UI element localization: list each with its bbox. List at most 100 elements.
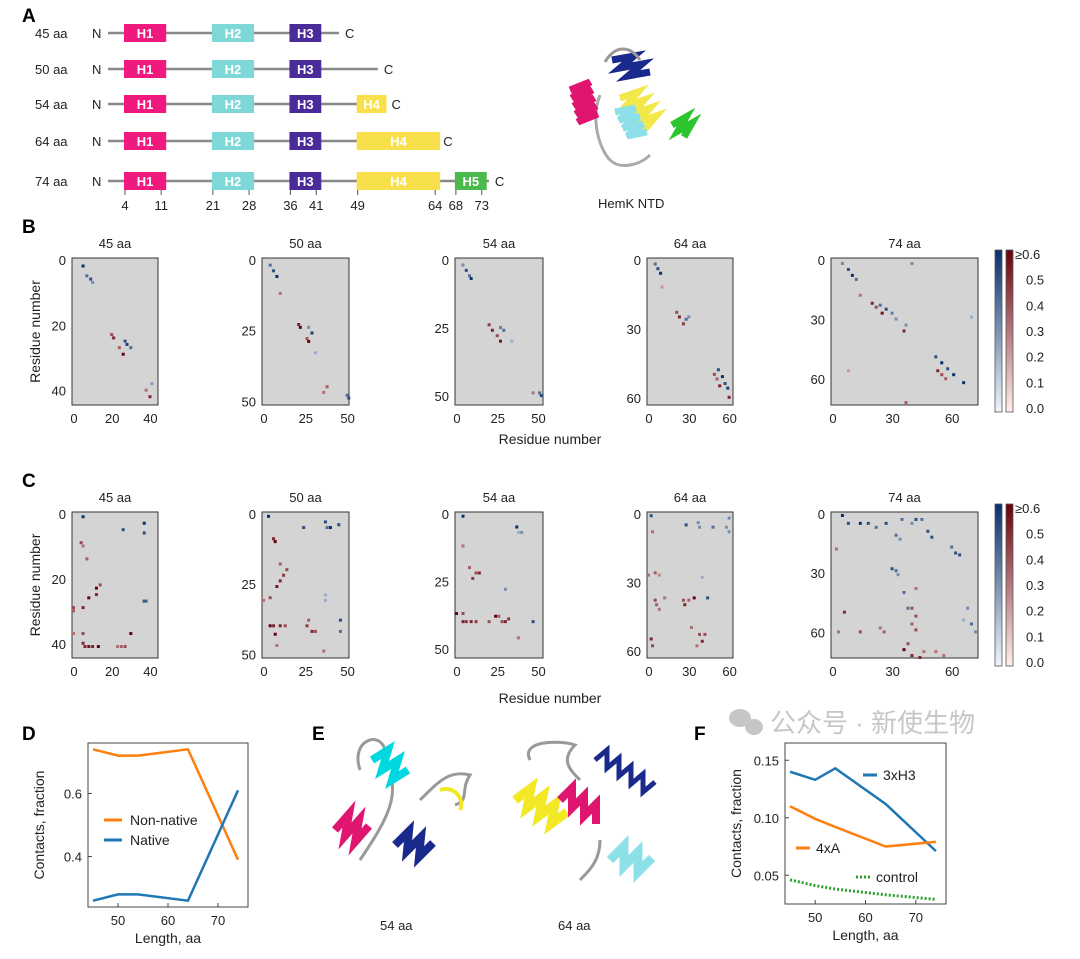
native-contact <box>926 529 930 533</box>
native-contact <box>970 622 974 626</box>
nonnative-contact <box>651 644 655 648</box>
y-tick-label: 40 <box>52 637 66 652</box>
nonnative-contact <box>698 632 702 636</box>
helix-h5-icon <box>668 107 702 141</box>
c-terminus-label: C <box>495 174 504 189</box>
nonnative-contact <box>858 293 862 297</box>
y-tick-label: 25 <box>435 575 449 590</box>
construct-label: 50 aa <box>35 62 68 77</box>
structure-label-64aa: 64 aa <box>558 918 591 933</box>
helix-label: H4 <box>363 97 380 112</box>
y-tick-label: 50 <box>435 642 449 657</box>
x-tick-label: 50 <box>111 913 125 928</box>
colorbar-native <box>994 249 1003 413</box>
nonnative-contact <box>87 596 91 600</box>
nonnative-contact <box>144 388 148 392</box>
y-tick-label: 60 <box>811 625 825 640</box>
helix-box-h5 <box>454 172 487 190</box>
native-contact <box>900 517 904 521</box>
y-tick-label: 50 <box>435 389 449 404</box>
contact-map-64aa: 64 aa 0 0 30 30 60 60 <box>627 236 737 426</box>
native-contact <box>846 521 850 525</box>
nonnative-contact <box>272 537 276 541</box>
n-terminus-label: N <box>92 97 101 112</box>
nonnative-contact <box>700 639 704 643</box>
native-contact <box>698 525 702 529</box>
map-background <box>71 511 159 659</box>
nonnative-contact <box>94 593 98 597</box>
nonnative-contact <box>81 606 85 610</box>
nonnative-contact <box>663 596 667 600</box>
nonnative-contact <box>497 614 501 618</box>
colorbar-tick-label: 0.2 <box>1026 604 1044 619</box>
residue-tick-label: 64 <box>428 198 442 213</box>
c-terminus-label: C <box>345 26 354 41</box>
panel-e-structures: 54 aa 64 aa <box>331 738 657 933</box>
native-contact <box>302 526 306 530</box>
x-tick-label: 0 <box>453 664 460 679</box>
y-axis-label: Residue number <box>27 533 43 636</box>
native-contact <box>884 521 888 525</box>
nonnative-contact <box>305 624 309 628</box>
nonnative-contact <box>123 645 127 649</box>
native-contact <box>930 535 934 539</box>
native-contact <box>323 593 327 597</box>
native-contact <box>906 606 910 610</box>
nonnative-contact <box>718 384 722 388</box>
c-terminus-label: C <box>443 134 452 149</box>
native-contact <box>659 271 663 275</box>
nonnative-contact <box>695 644 699 648</box>
nonnative-contact <box>487 620 491 624</box>
panel-label-c: C <box>22 471 36 492</box>
construct-row: 45 aa N H1 H2 H3 C <box>35 24 354 42</box>
nonnative-contact <box>914 614 918 618</box>
construct-label: 45 aa <box>35 26 68 41</box>
y-tick-label: 0.15 <box>754 753 779 768</box>
native-contact <box>123 339 127 343</box>
nonnative-contact <box>275 643 279 647</box>
contact-map-52aa: 50 aa 0 0 25 25 50 50 <box>242 236 355 426</box>
colorbar-tick-label: ≥0.6 <box>1015 501 1040 516</box>
native-contact <box>920 517 924 521</box>
x-tick-label: 30 <box>682 411 696 426</box>
x-tick-label: 60 <box>858 910 872 925</box>
panel-labels: A B C D E F <box>22 6 706 745</box>
y-tick-label: 25 <box>242 577 256 592</box>
nonnative-contact <box>906 642 910 646</box>
helix-label: H3 <box>297 97 314 112</box>
colorbar-tick-label: 0.3 <box>1026 324 1044 339</box>
contact-map-74aa: 74 aa 0 0 30 30 60 60 <box>811 236 979 426</box>
native-contact <box>129 346 133 350</box>
nonnative-contact <box>836 630 840 634</box>
nonnative-contact <box>914 586 918 590</box>
nonnative-contact <box>81 641 85 645</box>
y-tick-label: 0 <box>818 507 825 522</box>
helix-label: H5 <box>462 174 479 189</box>
native-contact <box>347 396 351 400</box>
native-contact <box>974 630 978 634</box>
native-contact <box>345 393 349 397</box>
native-contact <box>720 375 724 379</box>
n-terminus-label: N <box>92 174 101 189</box>
colorbar-nonnative <box>1005 249 1014 413</box>
x-tick-label: 0 <box>829 411 836 426</box>
native-contact <box>337 523 341 527</box>
residue-tick-label: 28 <box>242 198 256 213</box>
nonnative-contact <box>874 305 878 309</box>
x-tick-label: 50 <box>340 664 354 679</box>
helix-box-h1 <box>124 24 167 42</box>
n-terminus-label: N <box>92 134 101 149</box>
nonnative-contact <box>72 606 75 610</box>
colorbar-tick-label: 0.4 <box>1026 298 1044 313</box>
x-tick-label: 0 <box>260 411 267 426</box>
nonnative-contact <box>112 336 116 340</box>
helix-box-h1 <box>124 132 167 150</box>
helix-box-h3 <box>289 132 322 150</box>
helix-label: H3 <box>297 26 314 41</box>
x-tick-label: 0 <box>645 411 652 426</box>
construct-label: 54 aa <box>35 97 68 112</box>
native-contact <box>878 303 882 307</box>
helix-box-h3 <box>289 172 322 190</box>
map-title: 50 aa <box>289 490 322 505</box>
native-contact <box>898 537 902 541</box>
